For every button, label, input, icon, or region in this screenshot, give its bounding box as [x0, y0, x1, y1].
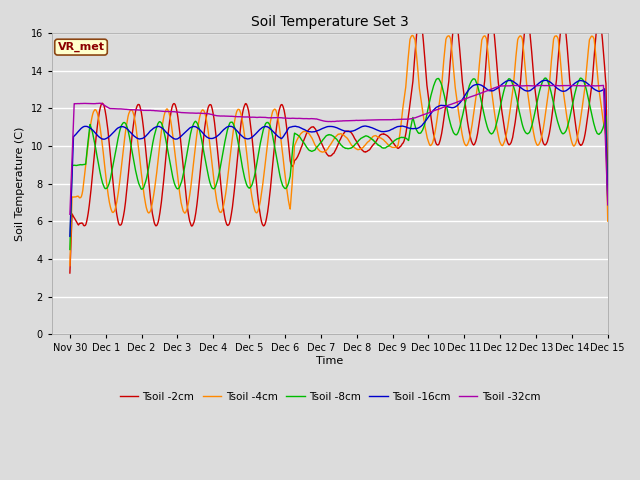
- Tsoil -32cm: [315, 117, 323, 123]
- Tsoil -16cm: [315, 127, 323, 133]
- Tsoil -16cm: [129, 132, 137, 138]
- Line: Tsoil -4cm: Tsoil -4cm: [70, 36, 608, 265]
- Tsoil -32cm: [294, 116, 302, 121]
- Tsoil -32cm: [604, 202, 612, 208]
- Tsoil -16cm: [542, 77, 550, 83]
- Tsoil -16cm: [372, 127, 380, 132]
- Tsoil -32cm: [305, 116, 313, 121]
- Title: Soil Temperature Set 3: Soil Temperature Set 3: [251, 15, 409, 29]
- Tsoil -32cm: [372, 117, 380, 123]
- Line: Tsoil -32cm: Tsoil -32cm: [70, 85, 608, 214]
- Tsoil -2cm: [315, 134, 323, 140]
- Tsoil -32cm: [108, 106, 115, 111]
- Tsoil -2cm: [66, 270, 74, 276]
- Tsoil -4cm: [108, 208, 115, 214]
- Line: Tsoil -8cm: Tsoil -8cm: [70, 78, 608, 250]
- Tsoil -2cm: [129, 122, 137, 128]
- Tsoil -2cm: [488, 21, 495, 27]
- Tsoil -4cm: [408, 33, 416, 38]
- Tsoil -8cm: [604, 202, 612, 207]
- Tsoil -16cm: [66, 233, 74, 239]
- X-axis label: Time: Time: [316, 356, 344, 366]
- Tsoil -2cm: [108, 163, 115, 169]
- Y-axis label: Soil Temperature (C): Soil Temperature (C): [15, 126, 25, 241]
- Tsoil -32cm: [129, 107, 137, 113]
- Tsoil -4cm: [604, 218, 612, 224]
- Tsoil -4cm: [372, 133, 380, 139]
- Line: Tsoil -2cm: Tsoil -2cm: [70, 24, 608, 273]
- Tsoil -32cm: [66, 211, 74, 217]
- Tsoil -4cm: [305, 131, 313, 137]
- Tsoil -8cm: [66, 247, 74, 252]
- Tsoil -4cm: [294, 135, 302, 141]
- Tsoil -8cm: [542, 75, 550, 81]
- Tsoil -16cm: [108, 132, 115, 137]
- Legend: Tsoil -2cm, Tsoil -4cm, Tsoil -8cm, Tsoil -16cm, Tsoil -32cm: Tsoil -2cm, Tsoil -4cm, Tsoil -8cm, Tsoi…: [115, 388, 544, 406]
- Tsoil -32cm: [509, 83, 516, 88]
- Tsoil -4cm: [315, 147, 323, 153]
- Tsoil -8cm: [315, 142, 323, 148]
- Tsoil -2cm: [294, 153, 302, 158]
- Tsoil -16cm: [294, 124, 302, 130]
- Tsoil -16cm: [305, 129, 313, 134]
- Tsoil -8cm: [108, 170, 115, 176]
- Tsoil -8cm: [129, 156, 137, 162]
- Tsoil -2cm: [372, 139, 380, 144]
- Tsoil -16cm: [604, 196, 612, 202]
- Tsoil -2cm: [604, 189, 612, 195]
- Tsoil -8cm: [294, 132, 302, 138]
- Tsoil -4cm: [129, 110, 137, 116]
- Tsoil -8cm: [305, 147, 313, 153]
- Tsoil -2cm: [305, 126, 313, 132]
- Tsoil -8cm: [372, 140, 380, 146]
- Line: Tsoil -16cm: Tsoil -16cm: [70, 80, 608, 236]
- Text: VR_met: VR_met: [58, 42, 104, 52]
- Tsoil -4cm: [66, 263, 74, 268]
